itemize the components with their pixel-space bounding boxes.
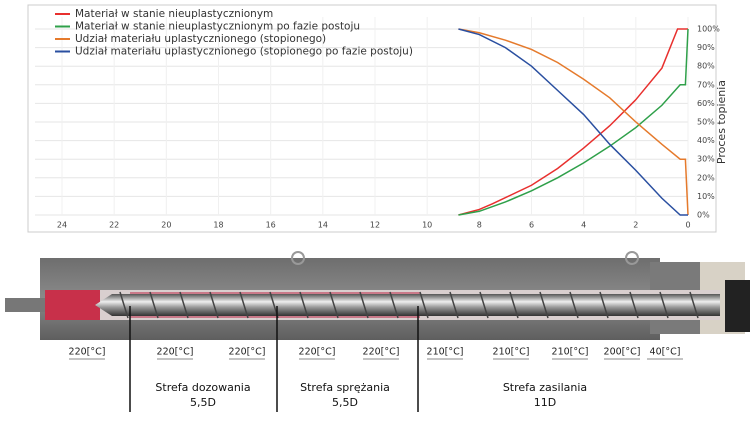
chart-frame (27, 4, 717, 233)
y-tick-label: 30% (697, 155, 715, 164)
legend-label: Materiał w stanie nieuplastycznionym po … (75, 21, 360, 33)
temperature-label: 220[°C] (299, 347, 336, 358)
temperature-label: 220[°C] (363, 347, 400, 358)
series-line (458, 28, 689, 216)
x-tick-label: 14 (318, 221, 328, 230)
series-line (458, 28, 688, 216)
y-tick-label: 100% (697, 25, 720, 34)
y-axis-label: Proces topienia (715, 80, 728, 164)
drive (725, 280, 750, 332)
x-tick-label: 20 (161, 221, 171, 230)
temperature-label: 220[°C] (229, 347, 266, 358)
extruder-illustration (5, 251, 750, 340)
y-tick-label: 70% (697, 80, 715, 89)
temperature-label: 40[°C] (650, 347, 681, 358)
temperature-label: 210[°C] (493, 347, 530, 358)
legend-label: Materiał w stanie nieuplastycznionym (75, 8, 273, 20)
zones: 220[°C] 220[°C] 220[°C] 220[°C] 220[°C] 210[°… (69, 306, 683, 412)
x-tick-label: 2 (633, 221, 638, 230)
temperature-label: 210[°C] (427, 347, 464, 358)
legend-label: Udział materiału uplastycznionego (stopi… (75, 46, 413, 58)
zone-length: 5,5D (332, 396, 358, 409)
lifting-eye (291, 251, 305, 265)
x-tick-label: 10 (422, 221, 432, 230)
temperature-label: 200[°C] (604, 347, 641, 358)
series-line (458, 28, 689, 216)
melt (45, 290, 100, 320)
x-tick-label: 4 (581, 221, 586, 230)
zone-name: Strefa dozowania (155, 381, 250, 394)
y-tick-label: 40% (697, 136, 715, 145)
zone-length: 11D (534, 396, 556, 409)
y-tick-label: 50% (697, 118, 715, 127)
x-tick-label: 24 (57, 221, 67, 230)
zone-name: Strefa zasilania (503, 381, 587, 394)
y-tick-label: 0% (697, 211, 710, 220)
x-tick-label: 6 (529, 221, 534, 230)
legend-label: Udział materiału uplastycznionego (stopi… (75, 33, 326, 45)
x-tick-label: 22 (109, 221, 119, 230)
x-tick-label: 0 (685, 221, 690, 230)
x-tick-label: 8 (477, 221, 482, 230)
temperature-label: 220[°C] (69, 347, 106, 358)
series-line (458, 28, 688, 216)
screw (95, 294, 720, 316)
y-tick-label: 20% (697, 173, 715, 182)
screw-flights (119, 291, 699, 319)
y-tick-label: 10% (697, 192, 715, 201)
x-tick-label: 18 (213, 221, 223, 230)
y-tick-label: 90% (697, 43, 715, 52)
y-tick-label: 80% (697, 62, 715, 71)
y-tick-label: 60% (697, 99, 715, 108)
x-tick-label: 12 (370, 221, 380, 230)
chart: 0%10%20%30%40%50%60%70%80%90%100%24 22 20 1… (35, 8, 720, 230)
temperature-label: 210[°C] (552, 347, 589, 358)
x-tick-label: 16 (266, 221, 276, 230)
zone-name: Strefa sprężania (300, 381, 390, 394)
lifting-eye (625, 251, 639, 265)
zone-length: 5,5D (190, 396, 216, 409)
nozzle (5, 298, 45, 312)
temperature-label: 220[°C] (157, 347, 194, 358)
